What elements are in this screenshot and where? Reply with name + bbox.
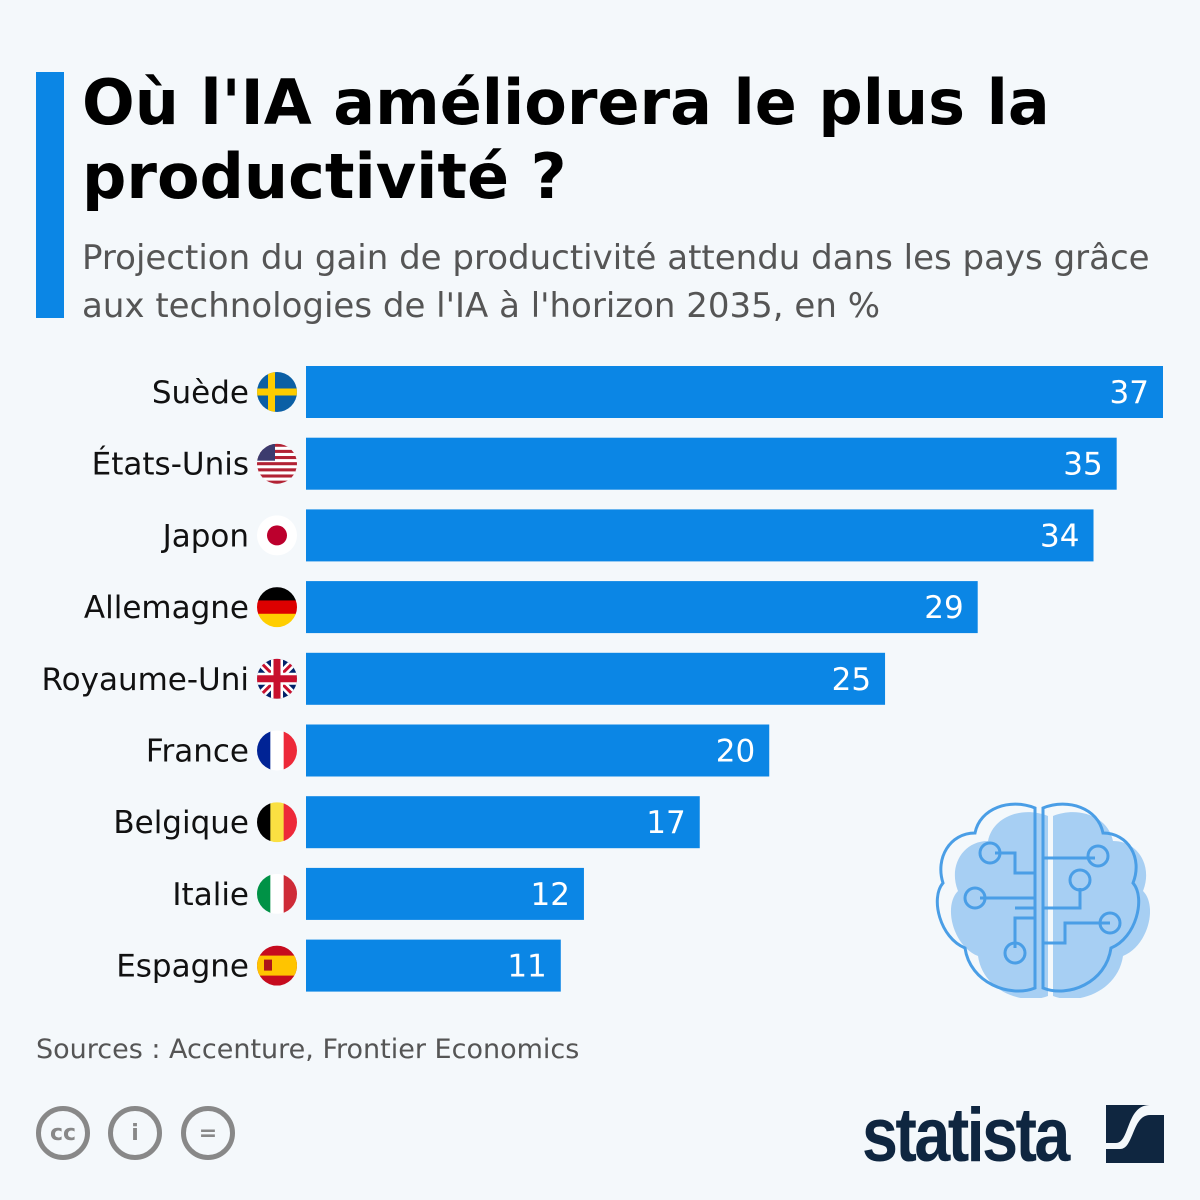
bar-1: [306, 437, 1117, 490]
bar-0: [306, 366, 1163, 418]
category-label: Allemagne: [84, 590, 249, 626]
statista-logo[interactable]: statista: [862, 1093, 1070, 1178]
attribution-icon[interactable]: i: [108, 1106, 162, 1160]
flag-icon: [257, 945, 297, 986]
flag-icon: [257, 730, 297, 771]
cc-icon[interactable]: cc: [36, 1106, 90, 1160]
category-label: États-Unis: [92, 447, 249, 483]
category-label: France: [146, 734, 249, 770]
category-label: Royaume-Uni: [41, 662, 249, 698]
chart-subtitle: Projection du gain de productivité atten…: [82, 238, 1150, 326]
category-label: Italie: [172, 877, 249, 913]
value-label: 25: [832, 662, 871, 698]
bar-2: [306, 509, 1094, 562]
bar-3: [306, 581, 978, 634]
value-label: 17: [646, 805, 685, 841]
flag-icon: [257, 658, 297, 699]
chart-title: Où l'IA améliorera le plus la productivi…: [82, 66, 1050, 213]
flag-icon: [257, 873, 297, 914]
flag-icon: [257, 372, 297, 412]
bar-8: [306, 939, 561, 992]
category-label: Japon: [161, 518, 249, 554]
bar-5: [306, 724, 770, 777]
value-label: 37: [1110, 375, 1149, 411]
no-derivatives-icon[interactable]: =: [181, 1106, 235, 1160]
flag-icon: [257, 802, 297, 843]
accent-bar: [36, 72, 64, 318]
bar-4: [306, 652, 886, 705]
value-label: 29: [924, 590, 963, 626]
category-label: Espagne: [116, 949, 249, 985]
category-label: Suède: [152, 375, 249, 411]
value-label: 34: [1040, 518, 1079, 554]
flag-icon: [257, 515, 297, 556]
value-label: 35: [1063, 447, 1102, 483]
value-label: 20: [716, 734, 755, 770]
category-label: Belgique: [113, 805, 249, 841]
value-label: 11: [507, 949, 546, 985]
statista-logo-mark-icon: [1106, 1105, 1164, 1163]
brain-circuit-icon: [935, 802, 1150, 998]
flag-icon: [257, 587, 297, 628]
source-note: Sources : Accenture, Frontier Economics: [36, 1034, 580, 1065]
bar-7: [306, 867, 584, 920]
bar-6: [306, 796, 700, 849]
flag-icon: [257, 443, 297, 484]
bar-chart: 37 Suède 35 États-Unis 34 Japon 29 Allemagne 25 R…: [41, 366, 1163, 992]
value-label: 12: [530, 877, 569, 913]
